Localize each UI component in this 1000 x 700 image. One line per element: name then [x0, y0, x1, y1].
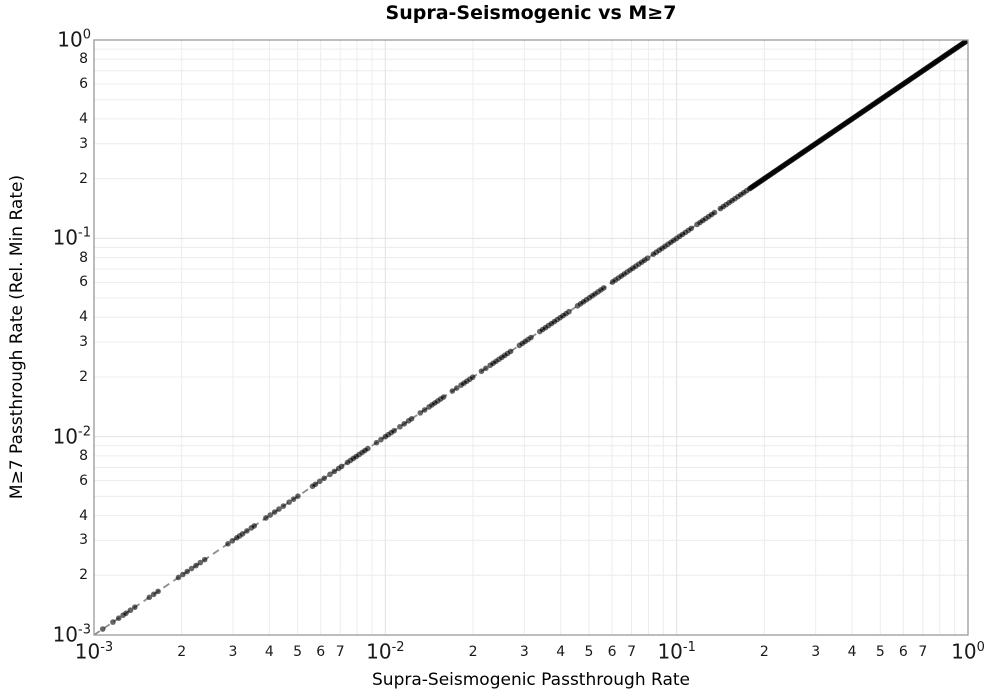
- x-major-tick-label: 10-2: [366, 639, 405, 664]
- x-minor-tick-label: 6: [316, 644, 326, 660]
- x-minor-tick-label: 2: [759, 644, 769, 660]
- y-minor-tick-label: 2: [79, 567, 88, 584]
- y-axis-label: M≥7 Passthrough Rate (Rel. Min Rate): [7, 174, 27, 500]
- x-minor-tick-label: 6: [607, 644, 617, 660]
- x-minor-tick-label: 4: [264, 644, 274, 660]
- y-minor-tick-label: 3: [79, 532, 88, 549]
- y-minor-tick-label: 3: [79, 334, 88, 351]
- x-minor-tick-label: 3: [228, 644, 238, 660]
- x-minor-tick-label: 5: [875, 644, 885, 660]
- y-major-tick-label: 100: [57, 27, 91, 52]
- y-minor-tick-label: 4: [79, 309, 88, 326]
- y-minor-tick-label: 8: [79, 51, 88, 68]
- x-minor-tick-label: 4: [847, 644, 857, 660]
- y-minor-tick-label: 2: [79, 368, 88, 385]
- y-minor-tick-label: 4: [79, 507, 88, 524]
- x-minor-tick-label: 5: [584, 644, 594, 660]
- chart-title: Supra-Seismogenic vs M≥7: [385, 2, 677, 24]
- x-major-tick-label: 10-3: [74, 639, 114, 664]
- x-minor-tick-label: 4: [556, 644, 566, 660]
- y-minor-tick-label: 6: [79, 472, 88, 489]
- x-minor-tick-label: 7: [918, 644, 928, 660]
- x-minor-tick-label: 2: [468, 644, 478, 660]
- x-minor-tick-label: 5: [293, 644, 303, 660]
- x-axis-label: Supra-Seismogenic Passthrough Rate: [372, 670, 690, 690]
- x-minor-tick-label: 6: [898, 644, 908, 660]
- y-major-tick-label: 10-2: [52, 423, 91, 448]
- y-minor-tick-label: 3: [79, 135, 88, 152]
- x-minor-tick-label: 7: [335, 644, 345, 660]
- y-major-tick-label: 10-3: [52, 622, 91, 647]
- y-minor-tick-label: 2: [79, 170, 88, 187]
- y-minor-tick-label: 8: [79, 249, 88, 266]
- x-minor-tick-label: 7: [627, 644, 636, 660]
- x-minor-tick-label: 2: [177, 644, 187, 660]
- x-minor-tick-label: 3: [811, 644, 821, 660]
- x-major-tick-label: 10-1: [657, 639, 696, 664]
- x-minor-tick-label: 3: [519, 644, 529, 660]
- y-major-tick-label: 10-1: [52, 225, 91, 250]
- y-minor-tick-label: 6: [79, 76, 88, 92]
- y-minor-tick-label: 6: [79, 274, 88, 291]
- y-minor-tick-label: 4: [79, 110, 88, 127]
- x-major-tick-label: 100: [951, 639, 985, 664]
- y-minor-tick-label: 8: [79, 447, 88, 464]
